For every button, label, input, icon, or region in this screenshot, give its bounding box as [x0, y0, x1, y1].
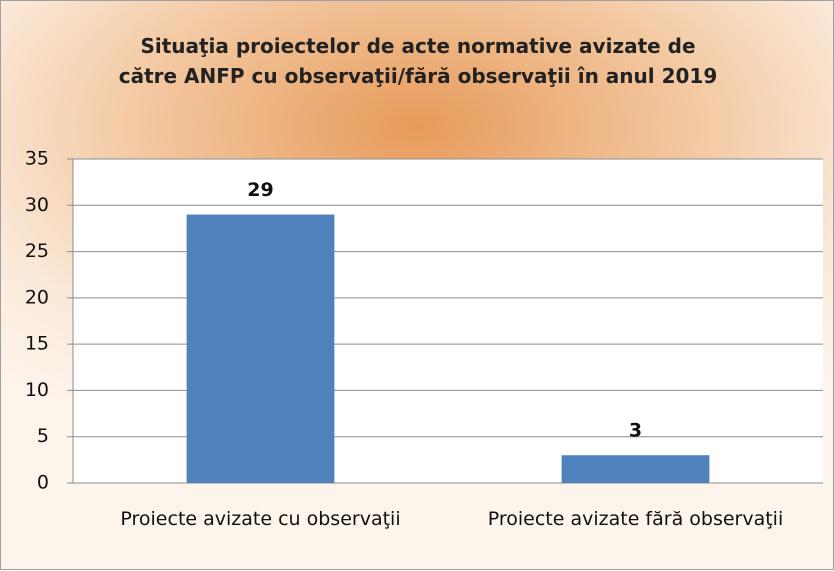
y-tick-label: 15 — [25, 333, 49, 355]
y-tick-label: 30 — [25, 194, 49, 216]
plot-area — [73, 159, 823, 483]
chart-title: Situaţia proiectelor de acte normative a… — [118, 34, 718, 88]
y-tick-label: 5 — [37, 425, 49, 447]
x-tick-label: Proiecte avizate fără observaţii — [487, 508, 784, 530]
data-label: 29 — [247, 179, 273, 201]
x-tick-label: Proiecte avizate cu observaţii — [120, 508, 401, 530]
y-tick-label: 35 — [25, 148, 49, 170]
y-tick-label: 0 — [37, 472, 49, 494]
y-tick-label: 20 — [25, 286, 49, 308]
bar — [561, 455, 710, 483]
y-tick-label: 25 — [25, 240, 49, 262]
bar — [186, 214, 335, 484]
data-label: 3 — [629, 420, 642, 442]
y-tick-label: 10 — [25, 379, 49, 401]
